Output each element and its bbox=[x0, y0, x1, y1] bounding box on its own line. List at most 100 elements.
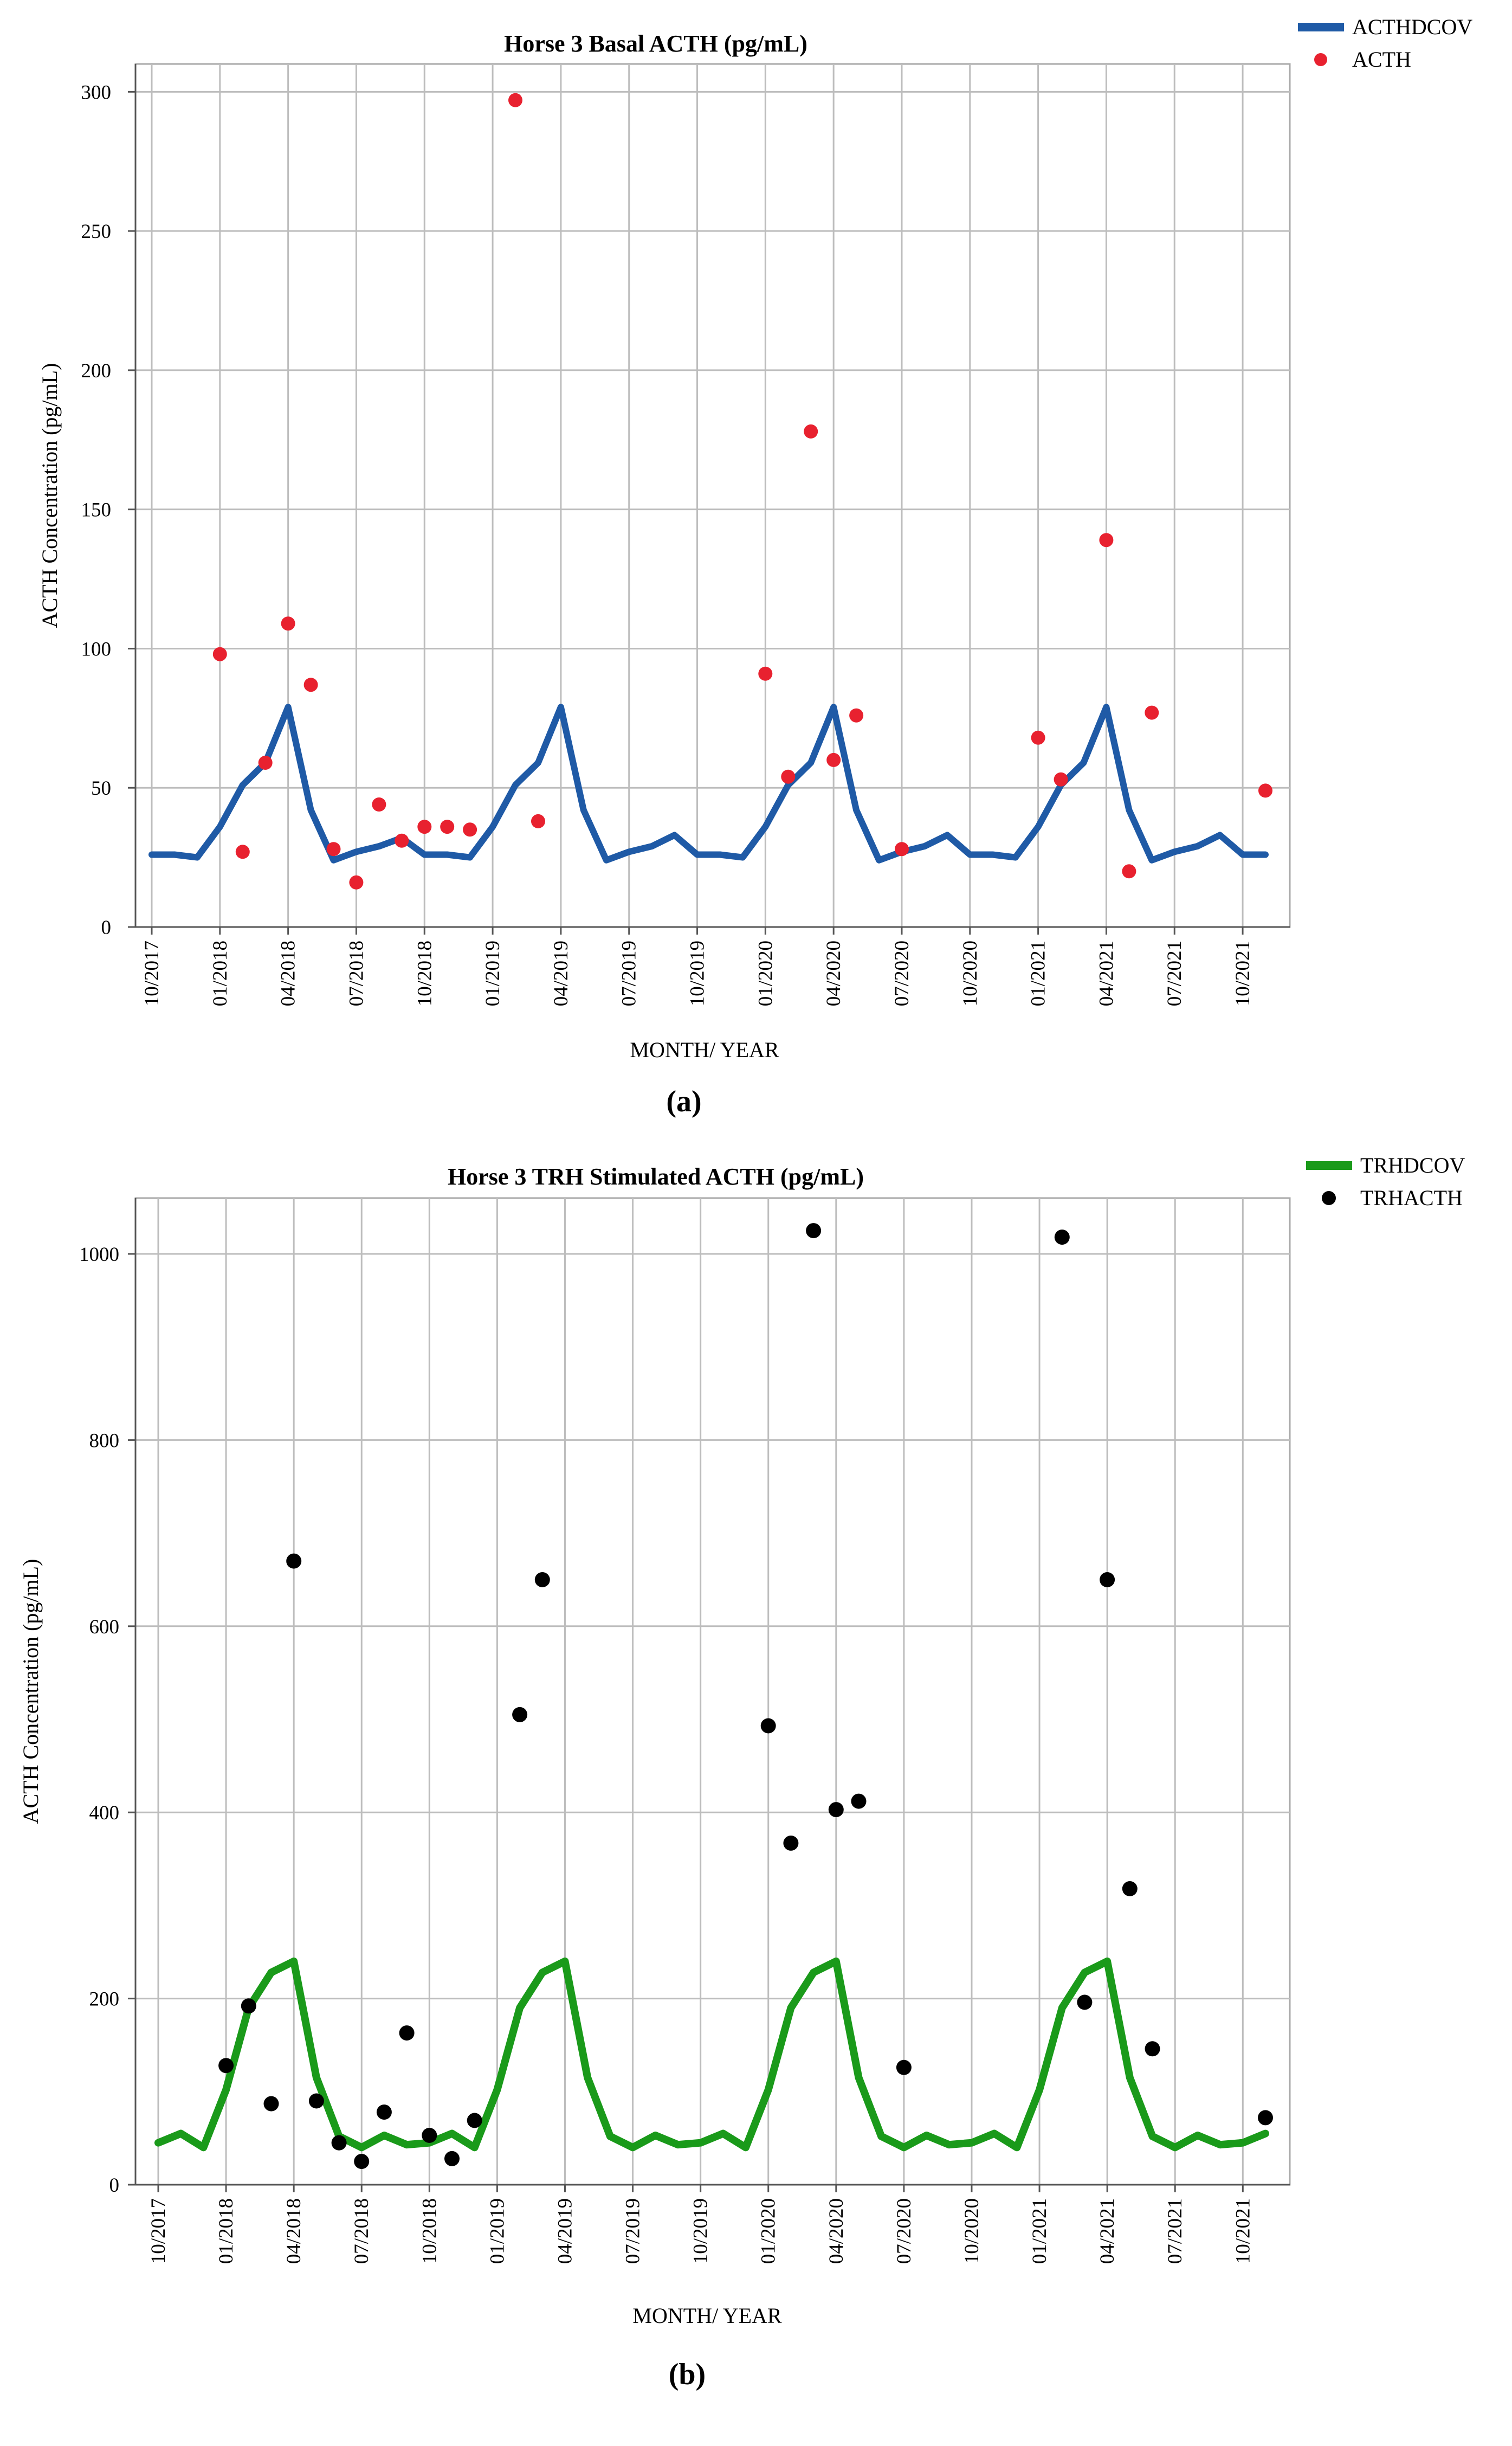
panel-a-acth-point bbox=[531, 814, 545, 828]
panel-a-x-tick-label: 07/2018 bbox=[345, 941, 367, 1006]
panel-a-x-tick-label: 04/2019 bbox=[550, 941, 572, 1006]
panel-a-y-tick-label: 100 bbox=[81, 638, 112, 660]
panel-a-acth-point bbox=[1054, 772, 1068, 787]
panel-b-x-tick-label: 07/2020 bbox=[893, 2198, 915, 2264]
panel-a-acth-point bbox=[1099, 533, 1114, 548]
panel-b-trhacth-point bbox=[218, 2058, 234, 2074]
panel-b-x-tick-label: 10/2018 bbox=[418, 2198, 441, 2264]
panel-b-trhacth-point bbox=[241, 1998, 256, 2014]
panel-b-trhacth-point bbox=[1258, 2110, 1273, 2126]
panel-a-acth-point bbox=[235, 845, 250, 859]
panel-a-gridlines bbox=[135, 64, 1290, 927]
panel-b-trhacth-point bbox=[828, 1802, 844, 1818]
panel-a-line-series bbox=[148, 704, 1269, 864]
panel-a-acth-point bbox=[895, 842, 909, 857]
panel-a-x-ticks: 10/2017 01/2018 04/2018 07/2018 10/2018 01/20… bbox=[141, 927, 1254, 1006]
panel-a-x-tick-label: 01/2018 bbox=[209, 941, 231, 1006]
panel-a-acth-point bbox=[508, 93, 522, 107]
panel-b-trhacth-point bbox=[263, 2096, 279, 2112]
panel-b-x-tick-label: 01/2021 bbox=[1029, 2198, 1051, 2264]
panel-a-x-tick-label: 07/2021 bbox=[1164, 941, 1186, 1006]
panel-b-trhacth-point bbox=[331, 2135, 347, 2151]
panel-b-title: Horse 3 TRH Stimulated ACTH (pg/mL) bbox=[448, 1163, 864, 1190]
panel-b-x-tick-label: 07/2021 bbox=[1164, 2198, 1186, 2264]
panel-b-trhacth-point bbox=[308, 2093, 324, 2109]
panel-a-acth-point bbox=[463, 822, 477, 837]
panel-b-x-ticks: 10/2017 01/2018 04/2018 07/2018 10/2018 01/20… bbox=[147, 2185, 1254, 2264]
panel-a-x-tick-label: 10/2017 bbox=[141, 941, 163, 1006]
panel-a-acth-point bbox=[440, 820, 455, 834]
panel-a-acth-point bbox=[804, 424, 818, 439]
panel-a-x-tick-label: 01/2019 bbox=[482, 941, 504, 1006]
panel-b-legend-dot-swatch bbox=[1322, 1191, 1336, 1205]
panel-a-acth-point bbox=[781, 769, 796, 784]
panel-a-acth-point bbox=[417, 820, 432, 834]
panel-a-acth-point bbox=[758, 666, 773, 681]
panel-b-x-tick-label: 10/2020 bbox=[961, 2198, 983, 2264]
panel-b-line-series bbox=[154, 1957, 1269, 2152]
panel-a-x-tick-label: 07/2019 bbox=[618, 941, 641, 1006]
panel-b-legend: TRHDCOV TRHACTH bbox=[1306, 1153, 1465, 1210]
panel-a-chart: Horse 3 Basal ACTH (pg/mL) ACTHDCOV ACTH… bbox=[37, 15, 1472, 1118]
panel-a-acth-point bbox=[372, 797, 386, 812]
panel-a-acth-point bbox=[303, 678, 318, 692]
panel-b-trhacth-point bbox=[1054, 1230, 1070, 1245]
panel-a-x-tick-label: 01/2020 bbox=[754, 941, 777, 1006]
panel-b-y-tick-label: 1000 bbox=[79, 1244, 119, 1266]
panel-a-acth-point bbox=[212, 647, 227, 661]
panel-a-x-tick-label: 07/2020 bbox=[891, 941, 913, 1006]
panel-b-gridlines bbox=[135, 1198, 1290, 2185]
panel-b-x-tick-label: 10/2021 bbox=[1232, 2198, 1254, 2264]
panel-b-trhacth-point bbox=[354, 2154, 370, 2170]
panel-a-x-tick-label: 10/2021 bbox=[1232, 941, 1254, 1006]
panel-b-trhacth-point bbox=[399, 2025, 415, 2041]
panel-b-trhacth-point bbox=[1145, 2041, 1160, 2057]
panel-a-x-tick-label: 04/2021 bbox=[1095, 941, 1117, 1006]
panel-b-trhacth-point bbox=[376, 2104, 392, 2120]
panel-a-x-tick-label: 04/2018 bbox=[277, 941, 300, 1006]
panel-b-x-tick-label: 10/2019 bbox=[690, 2198, 712, 2264]
panel-b-trhacth-point bbox=[286, 1553, 302, 1569]
panel-b-x-tick-label: 04/2018 bbox=[283, 2198, 305, 2264]
panel-b-x-tick-label: 04/2019 bbox=[554, 2198, 576, 2264]
panel-b-y-tick-label: 0 bbox=[109, 2174, 120, 2197]
panel-a-acth-point bbox=[349, 875, 364, 890]
panel-a-scatter-series bbox=[212, 93, 1272, 890]
panel-a-x-tick-label: 10/2019 bbox=[687, 941, 709, 1006]
panel-a-legend-line-label: ACTHDCOV bbox=[1352, 15, 1472, 39]
panel-b-trhacth-point bbox=[896, 2059, 912, 2075]
panel-b-x-tick-label: 01/2018 bbox=[215, 2198, 237, 2264]
panel-b-y-ticks: 0 200 400 600 800 1000 bbox=[79, 1244, 135, 2197]
panel-b-legend-line-label: TRHDCOV bbox=[1360, 1153, 1465, 1177]
panel-a-acth-point bbox=[281, 616, 295, 631]
panel-a-acth-point bbox=[258, 756, 273, 770]
panel-b-trhacth-point bbox=[806, 1223, 822, 1239]
panel-b-trhacth-point bbox=[851, 1793, 867, 1809]
panel-b-trhacth-point bbox=[760, 1718, 776, 1734]
panel-b-trhacth-point bbox=[1122, 1881, 1138, 1896]
panel-a-y-tick-label: 250 bbox=[81, 221, 112, 243]
panel-b-trhacth-point bbox=[783, 1835, 799, 1851]
panel-a-acth-point bbox=[1122, 864, 1136, 879]
panel-a-legend-dot-label: ACTH bbox=[1352, 47, 1411, 72]
panel-a-x-axis-label: MONTH/ YEAR bbox=[630, 1038, 779, 1062]
panel-b-x-tick-label: 07/2018 bbox=[351, 2198, 373, 2264]
panel-a-title: Horse 3 Basal ACTH (pg/mL) bbox=[504, 30, 807, 57]
panel-a-y-ticks: 0 50 100 150 200 250 300 bbox=[81, 81, 135, 939]
panel-a-x-tick-label: 01/2021 bbox=[1028, 941, 1050, 1006]
panel-a-x-tick-label: 04/2020 bbox=[823, 941, 845, 1006]
panel-b-x-tick-label: 04/2021 bbox=[1096, 2198, 1119, 2264]
panel-b-trhacth-point bbox=[422, 2128, 437, 2143]
panel-b-trhacth-point bbox=[467, 2113, 482, 2128]
panel-a-y-axis-label: ACTH Concentration (pg/mL) bbox=[37, 363, 62, 628]
panel-b-trhdcov-line bbox=[154, 1957, 1269, 2152]
panel-b-x-tick-label: 01/2020 bbox=[758, 2198, 780, 2264]
panel-a-x-tick-label: 10/2018 bbox=[413, 941, 436, 1006]
panel-b-trhacth-point bbox=[512, 1707, 528, 1722]
panel-a-y-tick-label: 50 bbox=[91, 777, 111, 800]
panel-b-x-tick-label: 04/2020 bbox=[825, 2198, 848, 2264]
panel-b-label: (b) bbox=[669, 2358, 706, 2391]
panel-b-trhacth-point bbox=[1100, 1572, 1115, 1587]
panel-a-y-tick-label: 0 bbox=[101, 917, 112, 939]
